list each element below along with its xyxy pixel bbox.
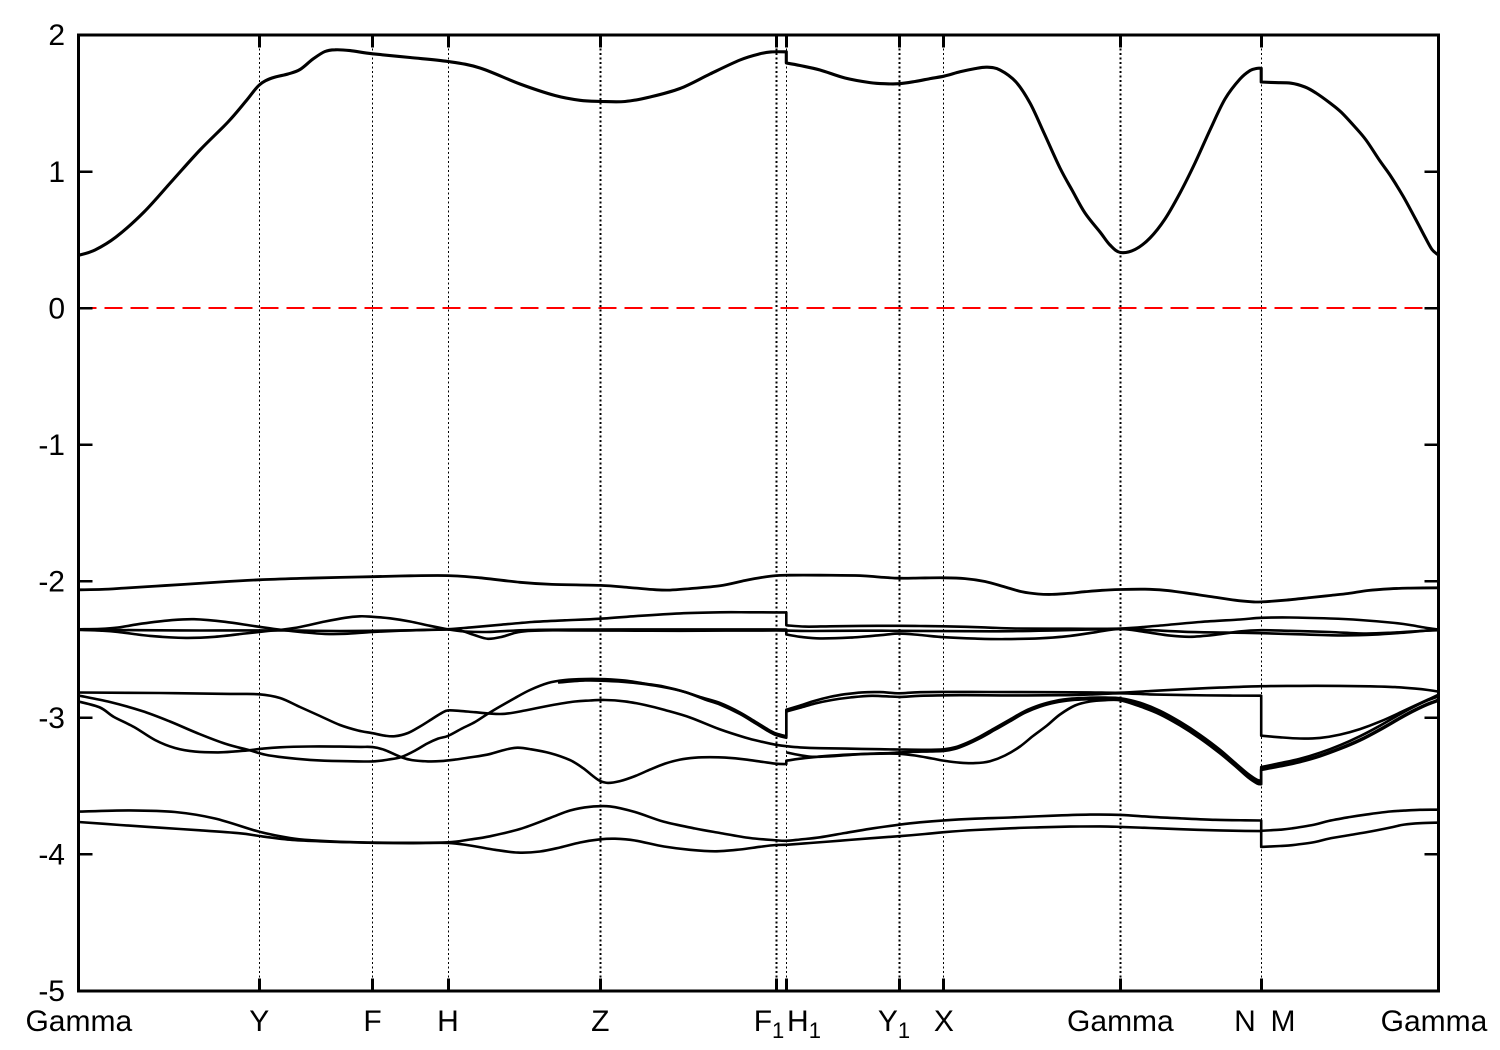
svg-text:-5: -5 [38, 975, 65, 1008]
svg-text:1: 1 [48, 156, 65, 189]
svg-text:-2: -2 [38, 566, 65, 599]
svg-text:H: H [437, 1005, 459, 1038]
svg-text:-1: -1 [38, 429, 65, 462]
svg-text:Y: Y [249, 1005, 269, 1038]
svg-text:-4: -4 [38, 839, 65, 872]
svg-text:F: F [363, 1005, 381, 1038]
svg-text:X: X [934, 1005, 954, 1038]
svg-text:Gamma: Gamma [25, 1005, 132, 1038]
svg-text:0: 0 [48, 292, 65, 325]
svg-text:2: 2 [48, 19, 65, 52]
svg-text:-3: -3 [38, 702, 65, 735]
svg-text:M: M [1271, 1005, 1296, 1038]
svg-text:Gamma: Gamma [1067, 1005, 1174, 1038]
svg-text:N: N [1234, 1005, 1256, 1038]
svg-text:Gamma: Gamma [1381, 1005, 1488, 1038]
svg-text:Z: Z [591, 1005, 609, 1038]
svg-text:F1: F1 [754, 1005, 785, 1043]
